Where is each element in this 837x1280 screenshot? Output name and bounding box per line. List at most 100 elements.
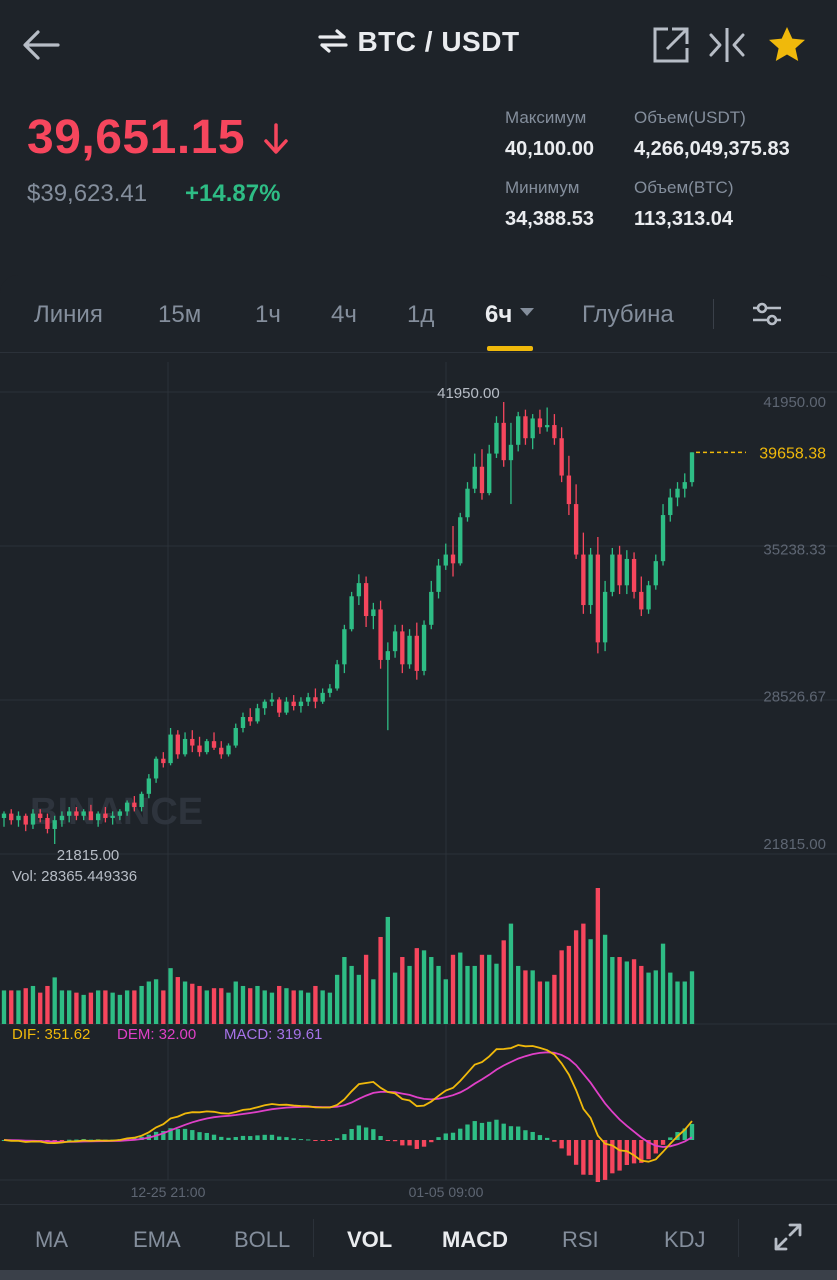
volume-bar [38,992,43,1024]
macd-histogram-bar [588,1140,593,1175]
candle-body [168,734,173,764]
tab-15m[interactable]: 15м [158,301,202,328]
candle-body [465,488,470,518]
expand-icon[interactable] [772,1221,804,1253]
macd-histogram-bar [233,1137,238,1140]
tab-6h[interactable]: 6ч [485,301,535,329]
volume-bar [45,985,50,1024]
volume-bar [327,992,333,1024]
indicator-macd[interactable]: MACD [442,1227,508,1252]
volume-bar [414,948,419,1024]
candle-body [248,717,253,722]
macd-histogram-bar [631,1140,637,1164]
macd-histogram-bar [465,1124,470,1140]
volume-bar [190,983,195,1024]
pair-title-wrap[interactable]: BTC / USDT [0,26,837,58]
tab-4h[interactable]: 4ч [331,301,357,328]
indicator-ema[interactable]: EMA [133,1227,181,1252]
swap-icon [318,29,349,53]
macd-histogram-bar [392,1140,398,1142]
volume-bar [67,990,72,1024]
candle-body [204,741,209,753]
macd-histogram-bar [573,1140,579,1165]
tab-1d[interactable]: 1д [407,301,435,328]
candle-body [284,701,289,713]
candle-body [45,817,50,829]
kline-chart-svg[interactable]: BINANCE 41950.00 35238.33 28526.67 21815.00… [0,352,837,1204]
candle-body [81,811,86,816]
candle-body [67,811,72,816]
macd-histogram-bar [269,1134,275,1140]
price-axis-label-1: 35238.33 [763,541,826,558]
macd-histogram-bar [204,1132,209,1140]
macd-histogram-bar [639,1140,644,1163]
candle-body [146,778,152,794]
share-icon[interactable] [650,24,692,66]
kline-chart[interactable]: BINANCE 41950.00 35238.33 28526.67 21815.00… [0,352,837,1204]
macd-histogram-bar [305,1139,311,1141]
candle-body [59,815,65,821]
candle-body [494,422,499,454]
macd-histogram-bar [240,1135,246,1140]
volume-bar [284,988,289,1024]
macd-histogram-bar [501,1123,506,1140]
candle-body [458,517,463,564]
indicator-rsi[interactable]: RSI [562,1227,599,1252]
candle-body [501,422,506,461]
indicator-boll[interactable]: BOLL [234,1227,291,1252]
chart-settings-icon[interactable] [750,299,784,329]
volume-usdt-label: Объем(USDT) [634,108,746,127]
candle-body [356,583,362,597]
volume-bar [385,916,391,1024]
back-arrow-icon[interactable] [18,24,64,66]
volume-bar [1,990,7,1024]
indicator-kdj[interactable]: KDJ [664,1227,706,1252]
volume-bar [146,981,152,1024]
star-icon[interactable] [766,24,808,66]
volume-bar [675,981,680,1024]
tab-1h[interactable]: 1ч [255,301,281,328]
macd-dif-readout: DIF: 351.62 [12,1026,90,1043]
compare-icon[interactable] [706,24,748,66]
candle-body [479,466,485,494]
candle-body [653,561,658,586]
usd-price: $39,623.41 [27,180,148,207]
chart-grid [0,362,837,1181]
macd-histogram-bar [624,1140,629,1165]
indicator-ma[interactable]: MA [35,1227,68,1252]
macd-histogram-bar [197,1132,202,1140]
candle-body [197,745,202,753]
tab-depth[interactable]: Глубина [582,301,674,328]
macd-histogram-bar [219,1136,224,1140]
macd-histogram-bar [595,1140,601,1182]
volume-bar [95,990,101,1024]
volume-bar [378,936,383,1024]
candle-body [508,444,514,461]
volume-bar [277,985,282,1024]
candle-body [624,558,629,586]
candle-body [233,727,238,746]
volume-bar [631,959,637,1024]
candle-body [646,585,651,610]
candle-body [88,811,94,821]
volume-bar [298,990,304,1024]
volume-bar [248,988,253,1024]
macd-histogram-bar [421,1140,427,1147]
volume-bar [465,965,470,1024]
candle-body [573,504,579,555]
macd-histogram-bar [378,1135,383,1140]
candle-body [103,813,108,818]
volume-bar [610,957,615,1024]
candle-body [305,697,311,702]
macd-histogram-bar [494,1119,499,1140]
volume-bar [175,977,180,1024]
macd-histogram-bar [610,1140,615,1174]
tab-line[interactable]: Линия [34,301,103,328]
price-down-arrow-icon [264,123,288,154]
bottom-strip [0,1270,837,1280]
volume-bar [59,990,65,1024]
candle-body [9,813,14,821]
indicator-vol[interactable]: VOL [347,1227,393,1252]
volume-bar [639,965,644,1024]
binance-watermark: BINANCE [30,791,203,833]
